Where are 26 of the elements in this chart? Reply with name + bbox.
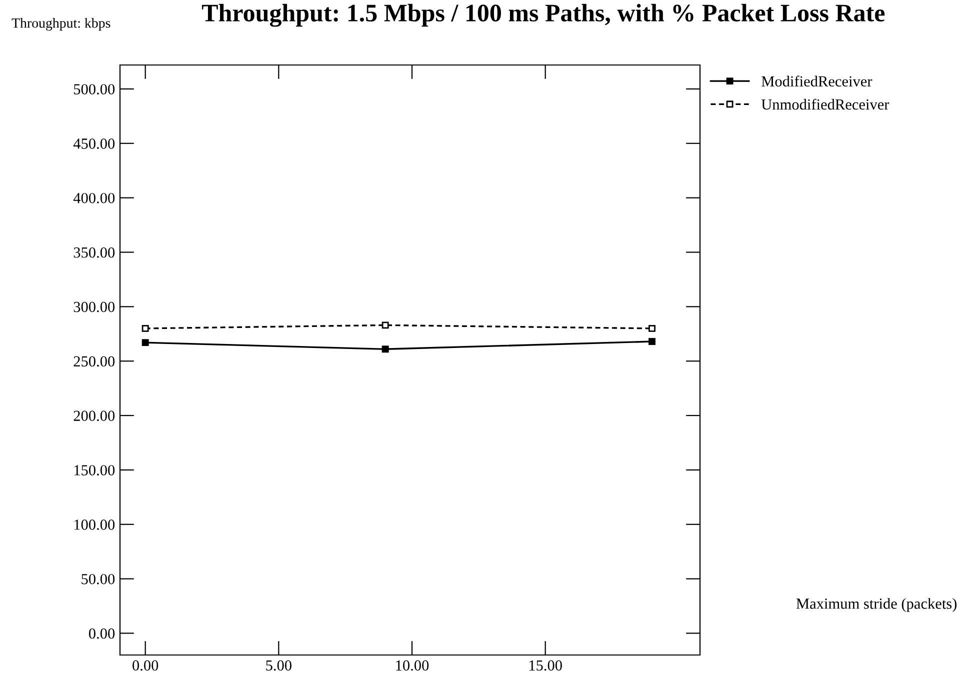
x-tick-label: 5.00 bbox=[266, 660, 292, 671]
y-tick-label: 0.00 bbox=[88, 628, 115, 639]
point bbox=[142, 339, 149, 346]
y-tick-label: 500.00 bbox=[74, 84, 115, 94]
x-tick-label: 0.00 bbox=[132, 660, 158, 671]
y-axis-title: Throughput: kbps bbox=[12, 18, 110, 31]
text: Maximum stride (packets) bbox=[796, 598, 957, 612]
point bbox=[648, 324, 656, 332]
y-tick-label: 350.00 bbox=[74, 247, 115, 258]
legend-label: ModifiedReceiver bbox=[762, 76, 872, 87]
legend-label: UnmodifiedReceiver bbox=[761, 98, 890, 110]
y-tick-label: 450.00 bbox=[73, 138, 115, 149]
y-tick-label: 200.00 bbox=[74, 410, 115, 422]
point bbox=[382, 322, 389, 329]
y-tick-label: 300.00 bbox=[74, 302, 115, 312]
y-tick-label: 100.00 bbox=[74, 520, 115, 530]
x-tick-label: 10.00 bbox=[396, 660, 429, 671]
point bbox=[382, 346, 389, 353]
y-tick-label: 150.00 bbox=[74, 465, 115, 476]
y-tick-label: 400.00 bbox=[73, 192, 115, 204]
y-tick-label: 50.00 bbox=[82, 574, 115, 584]
point bbox=[142, 324, 149, 332]
chart-title: Throughput: 1.5 Mbps / 100 ms Paths, with % Packet Loss Rate bbox=[202, 4, 885, 27]
y-tick-label: 250.00 bbox=[74, 356, 115, 367]
point bbox=[648, 338, 656, 345]
x-tick-label: 15.00 bbox=[529, 660, 562, 671]
